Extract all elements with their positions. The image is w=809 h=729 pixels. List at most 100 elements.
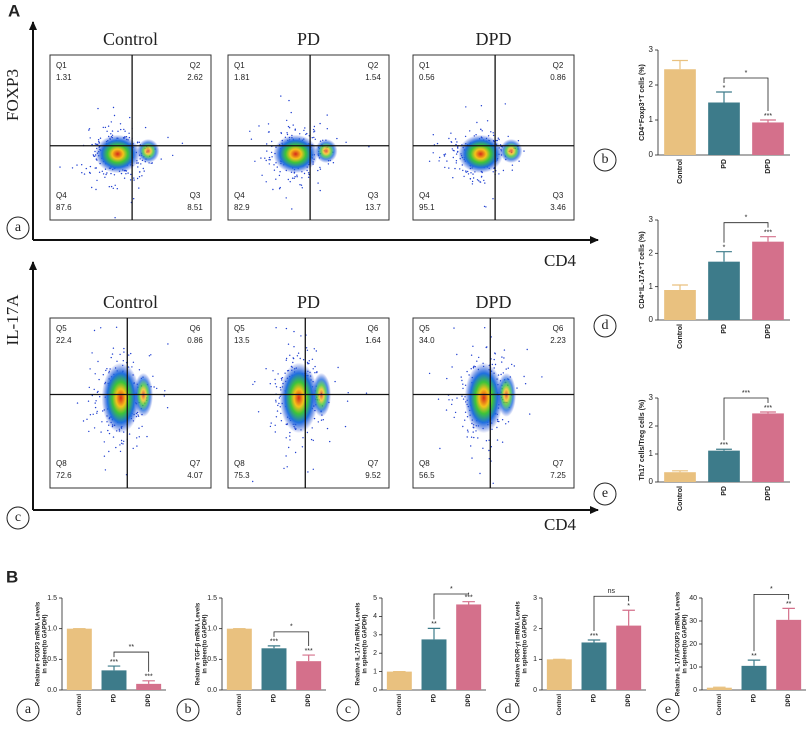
event-dot — [280, 412, 282, 415]
event-dot — [102, 126, 105, 129]
event-dot — [462, 425, 464, 428]
event-dot — [302, 437, 304, 439]
event-dot — [104, 176, 106, 178]
event-dot — [139, 171, 141, 173]
event-dot — [113, 114, 116, 117]
error-bar — [672, 284, 688, 290]
event-dot — [472, 345, 474, 347]
event-dot — [106, 130, 108, 132]
event-dot — [160, 158, 162, 160]
x-tick-label: Control — [237, 694, 243, 716]
quadrant-name: Q3 — [553, 191, 564, 200]
event-dot — [518, 160, 520, 162]
event-dot — [86, 418, 88, 420]
y-tick-label: 3 — [649, 45, 654, 54]
event-dot — [317, 182, 319, 184]
event-dot — [455, 153, 458, 155]
sub-label: b — [176, 698, 200, 722]
event-dot — [141, 175, 143, 177]
event-dot — [306, 361, 309, 364]
event-dot — [254, 381, 256, 383]
comparison-bracket — [723, 77, 769, 111]
event-dot — [132, 447, 134, 450]
y-tick-label: 30 — [689, 618, 697, 625]
quadrant-percent: 1.81 — [234, 73, 250, 82]
event-dot — [296, 174, 298, 176]
event-dot — [137, 415, 140, 417]
density-cloud — [428, 103, 525, 208]
event-dot — [471, 457, 473, 459]
event-dot — [464, 419, 466, 421]
event-dot — [452, 149, 454, 152]
comparison-bracket — [113, 651, 150, 672]
y-tick-label: 0 — [649, 477, 654, 486]
event-dot — [132, 361, 135, 363]
event-dot — [290, 111, 292, 114]
event-dot — [438, 160, 440, 162]
event-dot — [88, 129, 90, 131]
event-dot — [291, 208, 293, 210]
sub-label: a — [16, 698, 40, 722]
event-dot — [128, 354, 130, 356]
y-tick-label: 1.0 — [47, 626, 57, 633]
event-dot — [292, 124, 294, 126]
x-tick-label: PD — [432, 693, 438, 702]
event-dot — [254, 160, 256, 162]
event-dot — [313, 131, 315, 133]
event-dot — [491, 363, 493, 366]
event-dot — [105, 369, 107, 372]
event-dot — [258, 125, 260, 127]
significance-label: *** — [764, 230, 772, 237]
event-dot — [112, 347, 115, 349]
quadrant-percent: 1.54 — [365, 73, 381, 82]
event-dot — [128, 433, 131, 435]
event-dot — [445, 409, 448, 411]
x-tick-label: PD — [112, 693, 118, 702]
event-dot — [501, 356, 503, 358]
event-dot — [117, 130, 119, 132]
error-bar — [672, 470, 688, 473]
density-blob — [279, 362, 319, 434]
bar — [706, 687, 732, 690]
event-dot — [112, 436, 115, 438]
x-tick-label: Control — [677, 159, 684, 184]
event-dot — [102, 173, 105, 175]
event-dot — [96, 391, 99, 394]
event-dot — [470, 436, 473, 438]
event-dot — [172, 154, 174, 157]
sub-letter: d — [505, 702, 512, 717]
y-axis-label: CD4⁺IL-17A⁺T cells (%) — [639, 231, 646, 308]
event-dot — [136, 437, 138, 439]
event-dot — [452, 177, 454, 179]
event-dot — [268, 156, 271, 159]
event-dot — [456, 353, 458, 356]
x-tick-label: PD — [721, 159, 728, 169]
error-bar — [716, 91, 732, 103]
event-dot — [89, 165, 92, 168]
event-dot — [107, 125, 110, 127]
event-dot — [89, 368, 91, 370]
significance-label: * — [723, 85, 726, 92]
event-dot — [146, 435, 148, 438]
event-dot — [504, 103, 506, 105]
event-dot — [88, 128, 91, 130]
event-dot — [124, 130, 126, 132]
sub-label: b — [593, 148, 617, 172]
significance-label: *** — [110, 659, 118, 666]
event-dot — [91, 352, 93, 354]
event-dot — [93, 155, 95, 157]
event-dot — [81, 172, 83, 174]
sub-label: c — [6, 506, 30, 530]
sub-letter: e — [602, 486, 608, 501]
event-dot — [479, 472, 481, 475]
event-dot — [505, 368, 507, 370]
x-tick-label: Control — [557, 694, 563, 716]
event-dot — [451, 399, 453, 401]
event-dot — [166, 407, 169, 409]
event-dot — [305, 133, 307, 136]
event-dot — [97, 107, 99, 110]
event-dot — [167, 343, 169, 345]
significance-label: *** — [764, 113, 772, 120]
event-dot — [452, 156, 454, 159]
event-dot — [88, 386, 91, 389]
